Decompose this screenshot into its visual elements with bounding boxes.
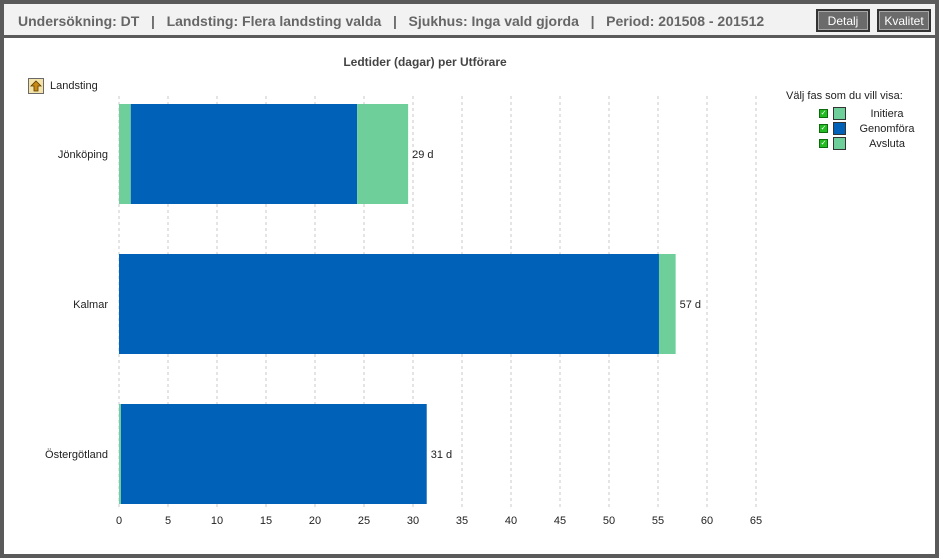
x-tick-label: 60 — [701, 515, 713, 527]
x-tick-label: 5 — [165, 515, 171, 527]
legend-label-initiera: Initiera — [870, 107, 904, 120]
x-tick-label: 65 — [750, 515, 762, 527]
x-tick-label: 50 — [603, 515, 615, 527]
category-label: Kalmar — [73, 299, 108, 311]
checkbox-avsluta[interactable]: ✓ — [819, 139, 828, 148]
bar-segment-genomföra — [120, 404, 427, 504]
legend-label-genomfora: Genomföra — [859, 122, 915, 135]
x-tick-label: 35 — [456, 515, 468, 527]
legend-label-avsluta: Avsluta — [869, 137, 905, 150]
bar-segment-avsluta — [357, 104, 409, 204]
phase-legend: Välj fas som du vill visa: ✓ Initiera ✓ … — [786, 90, 922, 151]
bar-segment-genomföra — [119, 254, 659, 354]
x-tick-label: 45 — [554, 515, 566, 527]
bar-segment-initiera — [119, 104, 131, 204]
category-label: Östergötland — [45, 449, 108, 461]
value-label: 31 d — [431, 449, 452, 461]
legend-item-initiera[interactable]: ✓ Initiera — [819, 106, 922, 121]
drill-level-label: Landsting — [50, 80, 98, 92]
x-tick-label: 55 — [652, 515, 664, 527]
x-tick-label: 15 — [260, 515, 272, 527]
x-tick-label: 25 — [358, 515, 370, 527]
x-tick-label: 40 — [505, 515, 517, 527]
filter-header: Undersökning: DT | Landsting: Flera land… — [4, 4, 935, 38]
x-tick-label: 0 — [116, 515, 122, 527]
drill-up-control[interactable]: Landsting — [28, 78, 98, 94]
legend-title: Välj fas som du vill visa: — [786, 90, 903, 102]
value-label: 57 d — [680, 299, 701, 311]
legend-item-genomfora[interactable]: ✓ Genomföra — [819, 121, 922, 136]
legend-item-avsluta[interactable]: ✓ Avsluta — [819, 136, 922, 151]
value-label: 29 d — [412, 149, 433, 161]
filter-summary: Undersökning: DT | Landsting: Flera land… — [18, 13, 765, 29]
chart-title: Ledtider (dagar) per Utförare — [343, 55, 507, 69]
kvalitet-button[interactable]: Kvalitet — [877, 9, 931, 32]
x-tick-label: 30 — [407, 515, 419, 527]
x-tick-label: 10 — [211, 515, 223, 527]
detalj-button[interactable]: Detalj — [816, 9, 870, 32]
up-arrow-icon[interactable] — [28, 78, 44, 94]
swatch-avsluta — [833, 137, 846, 150]
bar-segment-initiera — [119, 404, 121, 504]
x-tick-label: 20 — [309, 515, 321, 527]
checkbox-genomfora[interactable]: ✓ — [819, 124, 828, 133]
bar-segment-avsluta — [658, 254, 676, 354]
bar-segment-genomföra — [130, 104, 358, 204]
swatch-initiera — [833, 107, 846, 120]
checkbox-initiera[interactable]: ✓ — [819, 109, 828, 118]
swatch-genomfora — [833, 122, 846, 135]
category-label: Jönköping — [58, 149, 108, 161]
